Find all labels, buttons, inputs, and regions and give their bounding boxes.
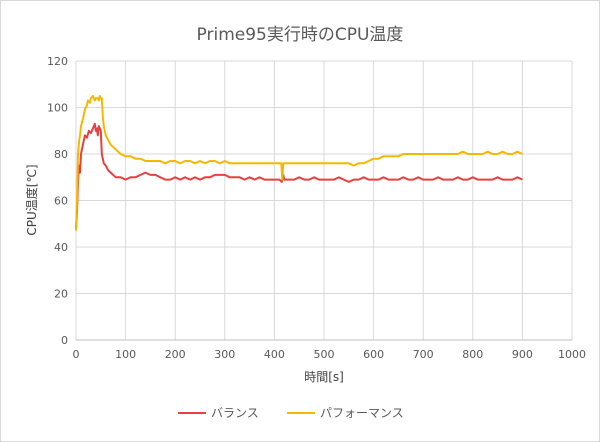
y-tick-label: 40: [54, 241, 68, 254]
x-tick-label: 500: [314, 348, 335, 361]
y-axis-label: CPU温度[℃]: [24, 164, 39, 235]
gridlines: [75, 60, 573, 341]
x-tick-label: 0: [73, 348, 80, 361]
x-tick-label: 400: [264, 348, 285, 361]
y-tick-label: 80: [54, 148, 68, 161]
x-tick-label: 800: [462, 348, 483, 361]
x-tick-label: 700: [413, 348, 434, 361]
axes: 0 20 40 60 80 100 120 0 100 200 300 400 500 600 700 800…: [47, 55, 586, 361]
y-tick-label: 20: [54, 288, 68, 301]
y-tick-label: 60: [54, 195, 68, 208]
x-tick-label: 200: [165, 348, 186, 361]
series-line-2: [75, 94, 523, 231]
chart-title: Prime95実行時のCPU温度: [197, 25, 404, 45]
x-tick-label: 900: [512, 348, 533, 361]
legend: バランス パフォーマンス: [178, 406, 404, 420]
series-line-1: [75, 122, 523, 229]
x-tick-label: 600: [363, 348, 384, 361]
legend-label: バランス: [211, 406, 259, 420]
x-tick-label: 300: [214, 348, 235, 361]
legend-label: パフォーマンス: [320, 406, 404, 420]
y-tick-label: 0: [61, 334, 68, 347]
x-axis-label: 時間[s]: [304, 370, 344, 384]
series-lines: [75, 94, 523, 231]
y-tick-label: 120: [47, 55, 68, 68]
x-tick-label: 100: [115, 348, 136, 361]
y-tick-label: 100: [47, 102, 68, 115]
x-tick-label: 1000: [558, 348, 586, 361]
